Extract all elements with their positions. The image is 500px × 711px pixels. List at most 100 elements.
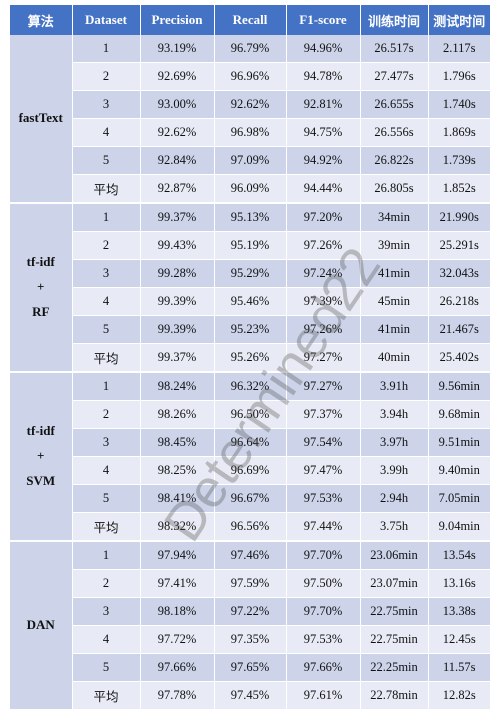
col-header-precision: Precision — [140, 5, 215, 35]
precision-cell: 99.37% — [140, 203, 215, 232]
train-time-cell: 3.94h — [360, 400, 429, 429]
algorithm-name-cell: tf-idf + SVM — [10, 372, 73, 542]
algorithm-name-cell: tf-idf + RF — [10, 203, 73, 373]
recall-cell: 96.98% — [214, 118, 287, 147]
dataset-cell: 平均 — [72, 512, 141, 542]
test-time-cell: 13.16s — [428, 569, 490, 598]
table-row: 2 99.43% 95.19% 97.26% 39min 25.291s — [10, 231, 490, 260]
train-time-cell: 3.99h — [360, 456, 429, 485]
f1-cell: 92.81% — [286, 90, 361, 119]
recall-cell: 96.67% — [214, 484, 287, 513]
test-time-cell: 9.68min — [428, 400, 490, 429]
f1-cell: 97.50% — [286, 569, 361, 598]
table-row: 4 98.25% 96.69% 97.47% 3.99h 9.40min — [10, 456, 490, 485]
recall-cell: 97.59% — [214, 569, 287, 598]
precision-cell: 99.39% — [140, 287, 215, 316]
table-row: tf-idf + SVM 1 98.24% 96.32% 97.27% 3.91h 9.56mi… — [10, 372, 490, 542]
train-time-cell: 39min — [360, 231, 429, 260]
algorithm-name-line: SVM — [26, 472, 56, 488]
table-row: 平均 92.87% 96.09% 94.44% 26.805s 1.852s — [10, 174, 490, 204]
test-time-cell: 9.56min — [428, 372, 490, 401]
table-row: 平均 98.32% 96.56% 97.44% 3.75h 9.04min — [10, 512, 490, 542]
recall-cell: 95.46% — [214, 287, 287, 316]
test-time-cell: 1.796s — [428, 62, 490, 91]
table-row: 3 98.45% 96.64% 97.54% 3.97h 9.51min — [10, 428, 490, 457]
dataset-cell: 5 — [72, 484, 141, 513]
precision-cell: 99.37% — [140, 343, 215, 373]
f1-cell: 97.70% — [286, 541, 361, 570]
f1-cell: 94.44% — [286, 174, 361, 204]
recall-cell: 97.65% — [214, 653, 287, 682]
test-time-cell: 25.291s — [428, 231, 490, 260]
f1-cell: 97.24% — [286, 259, 361, 288]
table-row: 5 97.66% 97.65% 97.66% 22.25min 11.57s — [10, 653, 490, 682]
train-time-cell: 3.75h — [360, 512, 429, 542]
f1-cell: 97.44% — [286, 512, 361, 542]
col-header-dataset: Dataset — [72, 5, 141, 35]
dataset-cell: 4 — [72, 118, 141, 147]
test-time-cell: 32.043s — [428, 259, 490, 288]
test-time-cell: 1.739s — [428, 146, 490, 175]
precision-cell: 92.69% — [140, 62, 215, 91]
train-time-cell: 26.822s — [360, 146, 429, 175]
f1-cell: 94.92% — [286, 146, 361, 175]
recall-cell: 95.23% — [214, 315, 287, 344]
f1-cell: 97.27% — [286, 372, 361, 401]
recall-cell: 96.96% — [214, 62, 287, 91]
precision-cell: 97.72% — [140, 625, 215, 654]
precision-cell: 97.78% — [140, 681, 215, 711]
precision-cell: 98.32% — [140, 512, 215, 542]
test-time-cell: 13.38s — [428, 597, 490, 626]
recall-cell: 96.50% — [214, 400, 287, 429]
recall-cell: 97.35% — [214, 625, 287, 654]
precision-cell: 98.41% — [140, 484, 215, 513]
train-time-cell: 41min — [360, 315, 429, 344]
recall-cell: 95.26% — [214, 343, 287, 373]
train-time-cell: 3.91h — [360, 372, 429, 401]
test-time-cell: 7.05min — [428, 484, 490, 513]
train-time-cell: 3.97h — [360, 428, 429, 457]
algorithm-name-line: tf-idf — [26, 254, 55, 270]
dataset-cell: 4 — [72, 456, 141, 485]
train-time-cell: 26.556s — [360, 118, 429, 147]
train-time-cell: 22.75min — [360, 625, 429, 654]
recall-cell: 96.79% — [214, 35, 287, 63]
algorithm-name-line: RF — [32, 303, 50, 319]
test-time-cell: 12.82s — [428, 681, 490, 711]
precision-cell: 92.87% — [140, 174, 215, 204]
train-time-cell: 26.805s — [360, 174, 429, 204]
dataset-cell: 5 — [72, 653, 141, 682]
dataset-cell: 3 — [72, 90, 141, 119]
col-header-train-time: 训练时间 — [360, 5, 429, 35]
train-time-cell: 23.06min — [360, 541, 429, 570]
train-time-cell: 45min — [360, 287, 429, 316]
test-time-cell: 9.51min — [428, 428, 490, 457]
recall-cell: 95.19% — [214, 231, 287, 260]
table-row: 3 99.28% 95.29% 97.24% 41min 32.043s — [10, 259, 490, 288]
col-header-algorithm: 算法 — [10, 5, 73, 35]
precision-cell: 92.62% — [140, 118, 215, 147]
dataset-cell: 平均 — [72, 681, 141, 711]
test-time-cell: 21.467s — [428, 315, 490, 344]
f1-cell: 97.66% — [286, 653, 361, 682]
table-row: 2 97.41% 97.59% 97.50% 23.07min 13.16s — [10, 569, 490, 598]
dataset-cell: 2 — [72, 400, 141, 429]
dataset-cell: 3 — [72, 259, 141, 288]
f1-cell: 97.26% — [286, 315, 361, 344]
test-time-cell: 1.740s — [428, 90, 490, 119]
train-time-cell: 22.75min — [360, 597, 429, 626]
dataset-cell: 2 — [72, 62, 141, 91]
dataset-cell: 4 — [72, 625, 141, 654]
test-time-cell: 2.117s — [428, 35, 490, 63]
train-time-cell: 23.07min — [360, 569, 429, 598]
dataset-cell: 5 — [72, 315, 141, 344]
train-time-cell: 26.655s — [360, 90, 429, 119]
recall-cell: 96.56% — [214, 512, 287, 542]
dataset-cell: 4 — [72, 287, 141, 316]
table-row: 3 98.18% 97.22% 97.70% 22.75min 13.38s — [10, 597, 490, 626]
test-time-cell: 1.852s — [428, 174, 490, 204]
train-time-cell: 40min — [360, 343, 429, 373]
recall-cell: 96.09% — [214, 174, 287, 204]
dataset-cell: 平均 — [72, 343, 141, 373]
test-time-cell: 13.54s — [428, 541, 490, 570]
